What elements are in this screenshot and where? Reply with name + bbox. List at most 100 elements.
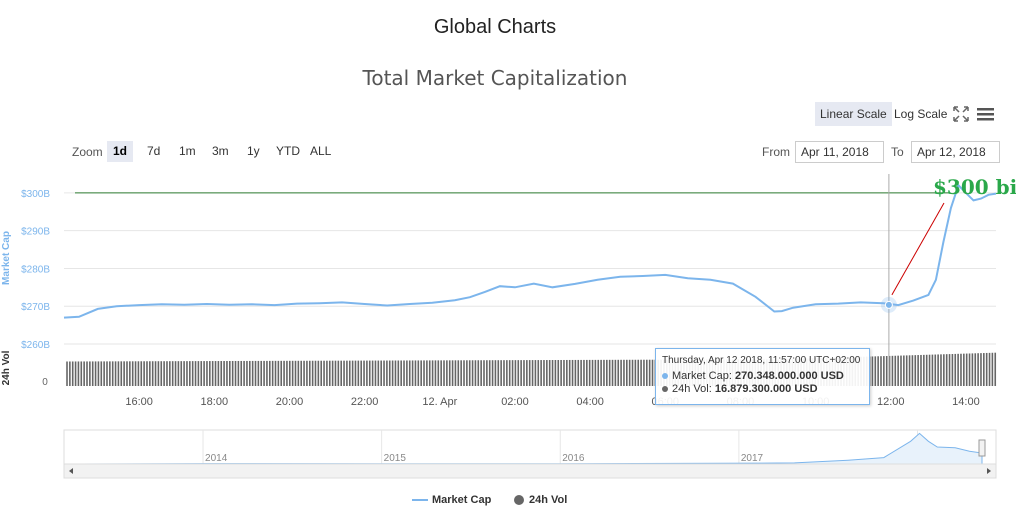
volume-bar <box>600 359 602 386</box>
volume-bar <box>254 360 257 386</box>
log-scale-button[interactable]: Log Scale <box>894 107 948 121</box>
volume-bar <box>374 360 377 386</box>
volume-bar <box>157 361 160 386</box>
from-date-input[interactable] <box>795 141 884 163</box>
volume-bar <box>417 360 420 386</box>
volume-bar <box>420 360 422 386</box>
legend-market-cap[interactable]: Market Cap <box>412 494 491 506</box>
volume-bar <box>606 359 608 386</box>
y-axis-ticks: $300B $290B $280B $270B $260B <box>21 189 50 351</box>
volume-bar <box>91 361 94 386</box>
volume-bar <box>500 360 502 386</box>
volume-bar <box>546 360 548 386</box>
volume-bar <box>109 361 111 386</box>
x-tick-label: 22:00 <box>351 396 379 408</box>
volume-bar <box>203 361 205 386</box>
chart-title: Total Market Capitalization <box>362 66 628 90</box>
scroll-right-icon[interactable] <box>987 468 991 474</box>
volume-bar <box>80 361 83 386</box>
volume-bar <box>637 359 640 386</box>
hover-marker <box>884 300 893 309</box>
volume-bar <box>651 359 654 386</box>
volume-bar <box>611 359 614 386</box>
volume-bar <box>446 360 448 386</box>
volume-bar <box>237 360 240 386</box>
navigator[interactable]: 20142015201620172018 <box>63 429 997 479</box>
fullscreen-icon[interactable] <box>952 105 970 123</box>
volume-bar <box>488 360 491 386</box>
volume-bar <box>383 360 385 386</box>
volume-bar <box>291 360 294 386</box>
volume-bar <box>143 361 145 386</box>
volume-bar <box>97 361 100 386</box>
volume-bar <box>917 355 919 386</box>
volume-bar <box>883 356 885 386</box>
zoom-all-button[interactable]: ALL <box>310 144 332 158</box>
volume-bar <box>628 359 631 386</box>
line-legend-icon <box>412 499 428 502</box>
to-label: To <box>891 145 904 159</box>
page-title: Global Charts <box>433 16 557 38</box>
volume-bar <box>154 361 157 386</box>
volume-bar <box>954 353 957 386</box>
volume-bar <box>129 361 131 386</box>
legend-24h-vol[interactable]: 24h Vol <box>514 494 567 506</box>
volume-bar <box>123 361 125 386</box>
volume-bar <box>506 360 508 386</box>
volume-dot-icon <box>662 386 668 393</box>
zoom-1m-button[interactable]: 1m <box>179 144 196 158</box>
to-date-input[interactable] <box>911 141 1000 163</box>
navigator-tick-label: 2017 <box>741 453 764 464</box>
volume-bar <box>925 354 928 386</box>
volume-bar <box>340 360 342 386</box>
volume-bar <box>623 359 625 386</box>
zoom-ytd-button[interactable]: YTD <box>276 144 300 158</box>
volume-bar <box>497 360 500 386</box>
zoom-3m-button[interactable]: 3m <box>212 144 229 158</box>
volume-bar <box>268 360 271 386</box>
zoom-1d-button[interactable]: 1d <box>107 141 134 162</box>
volume-bar <box>111 361 114 386</box>
volume-bar <box>620 359 622 386</box>
volume-bar <box>294 360 297 386</box>
zoom-1y-button[interactable]: 1y <box>247 144 260 158</box>
volume-bar <box>211 361 214 386</box>
volume-bar <box>314 360 317 386</box>
volume-bar <box>523 360 525 386</box>
navigator-handle[interactable] <box>978 439 986 457</box>
linear-scale-button[interactable]: Linear Scale <box>815 102 892 126</box>
volume-bar <box>568 359 571 386</box>
scroll-left-icon[interactable] <box>69 468 73 474</box>
zoom-7d-button[interactable]: 7d <box>147 144 161 158</box>
volume-bar <box>334 360 337 386</box>
volume-bar <box>428 360 431 386</box>
volume-bar <box>280 360 283 386</box>
volume-bar <box>163 361 165 386</box>
volume-bar <box>626 359 628 386</box>
navigator-scrollbar[interactable] <box>63 463 997 479</box>
volume-bar <box>877 356 879 386</box>
tooltip-volume: 24h Vol: 16.879.300.000 USD <box>662 383 818 395</box>
volume-bar <box>980 353 982 386</box>
volume-bar <box>414 360 417 386</box>
volume-bar <box>403 360 405 386</box>
volume-bar <box>134 361 137 386</box>
zoom-label: Zoom <box>72 145 103 159</box>
volume-bar <box>508 360 511 386</box>
volume-bar <box>191 361 194 386</box>
volume-bar <box>885 356 888 386</box>
y-axis-label: Market Cap <box>1 231 12 285</box>
volume-bar <box>451 360 454 386</box>
volume-bar <box>988 352 991 386</box>
menu-icon[interactable] <box>977 106 994 122</box>
volume-bar <box>534 360 537 386</box>
volume-bar <box>406 360 408 386</box>
volume-bar <box>583 359 585 386</box>
volume-bar <box>360 360 362 386</box>
volume-bar <box>86 361 88 386</box>
volume-bar <box>517 360 520 386</box>
volume-bar <box>328 360 331 386</box>
volume-bar <box>577 359 580 386</box>
volume-bar <box>106 361 108 386</box>
volume-bar <box>177 361 180 386</box>
